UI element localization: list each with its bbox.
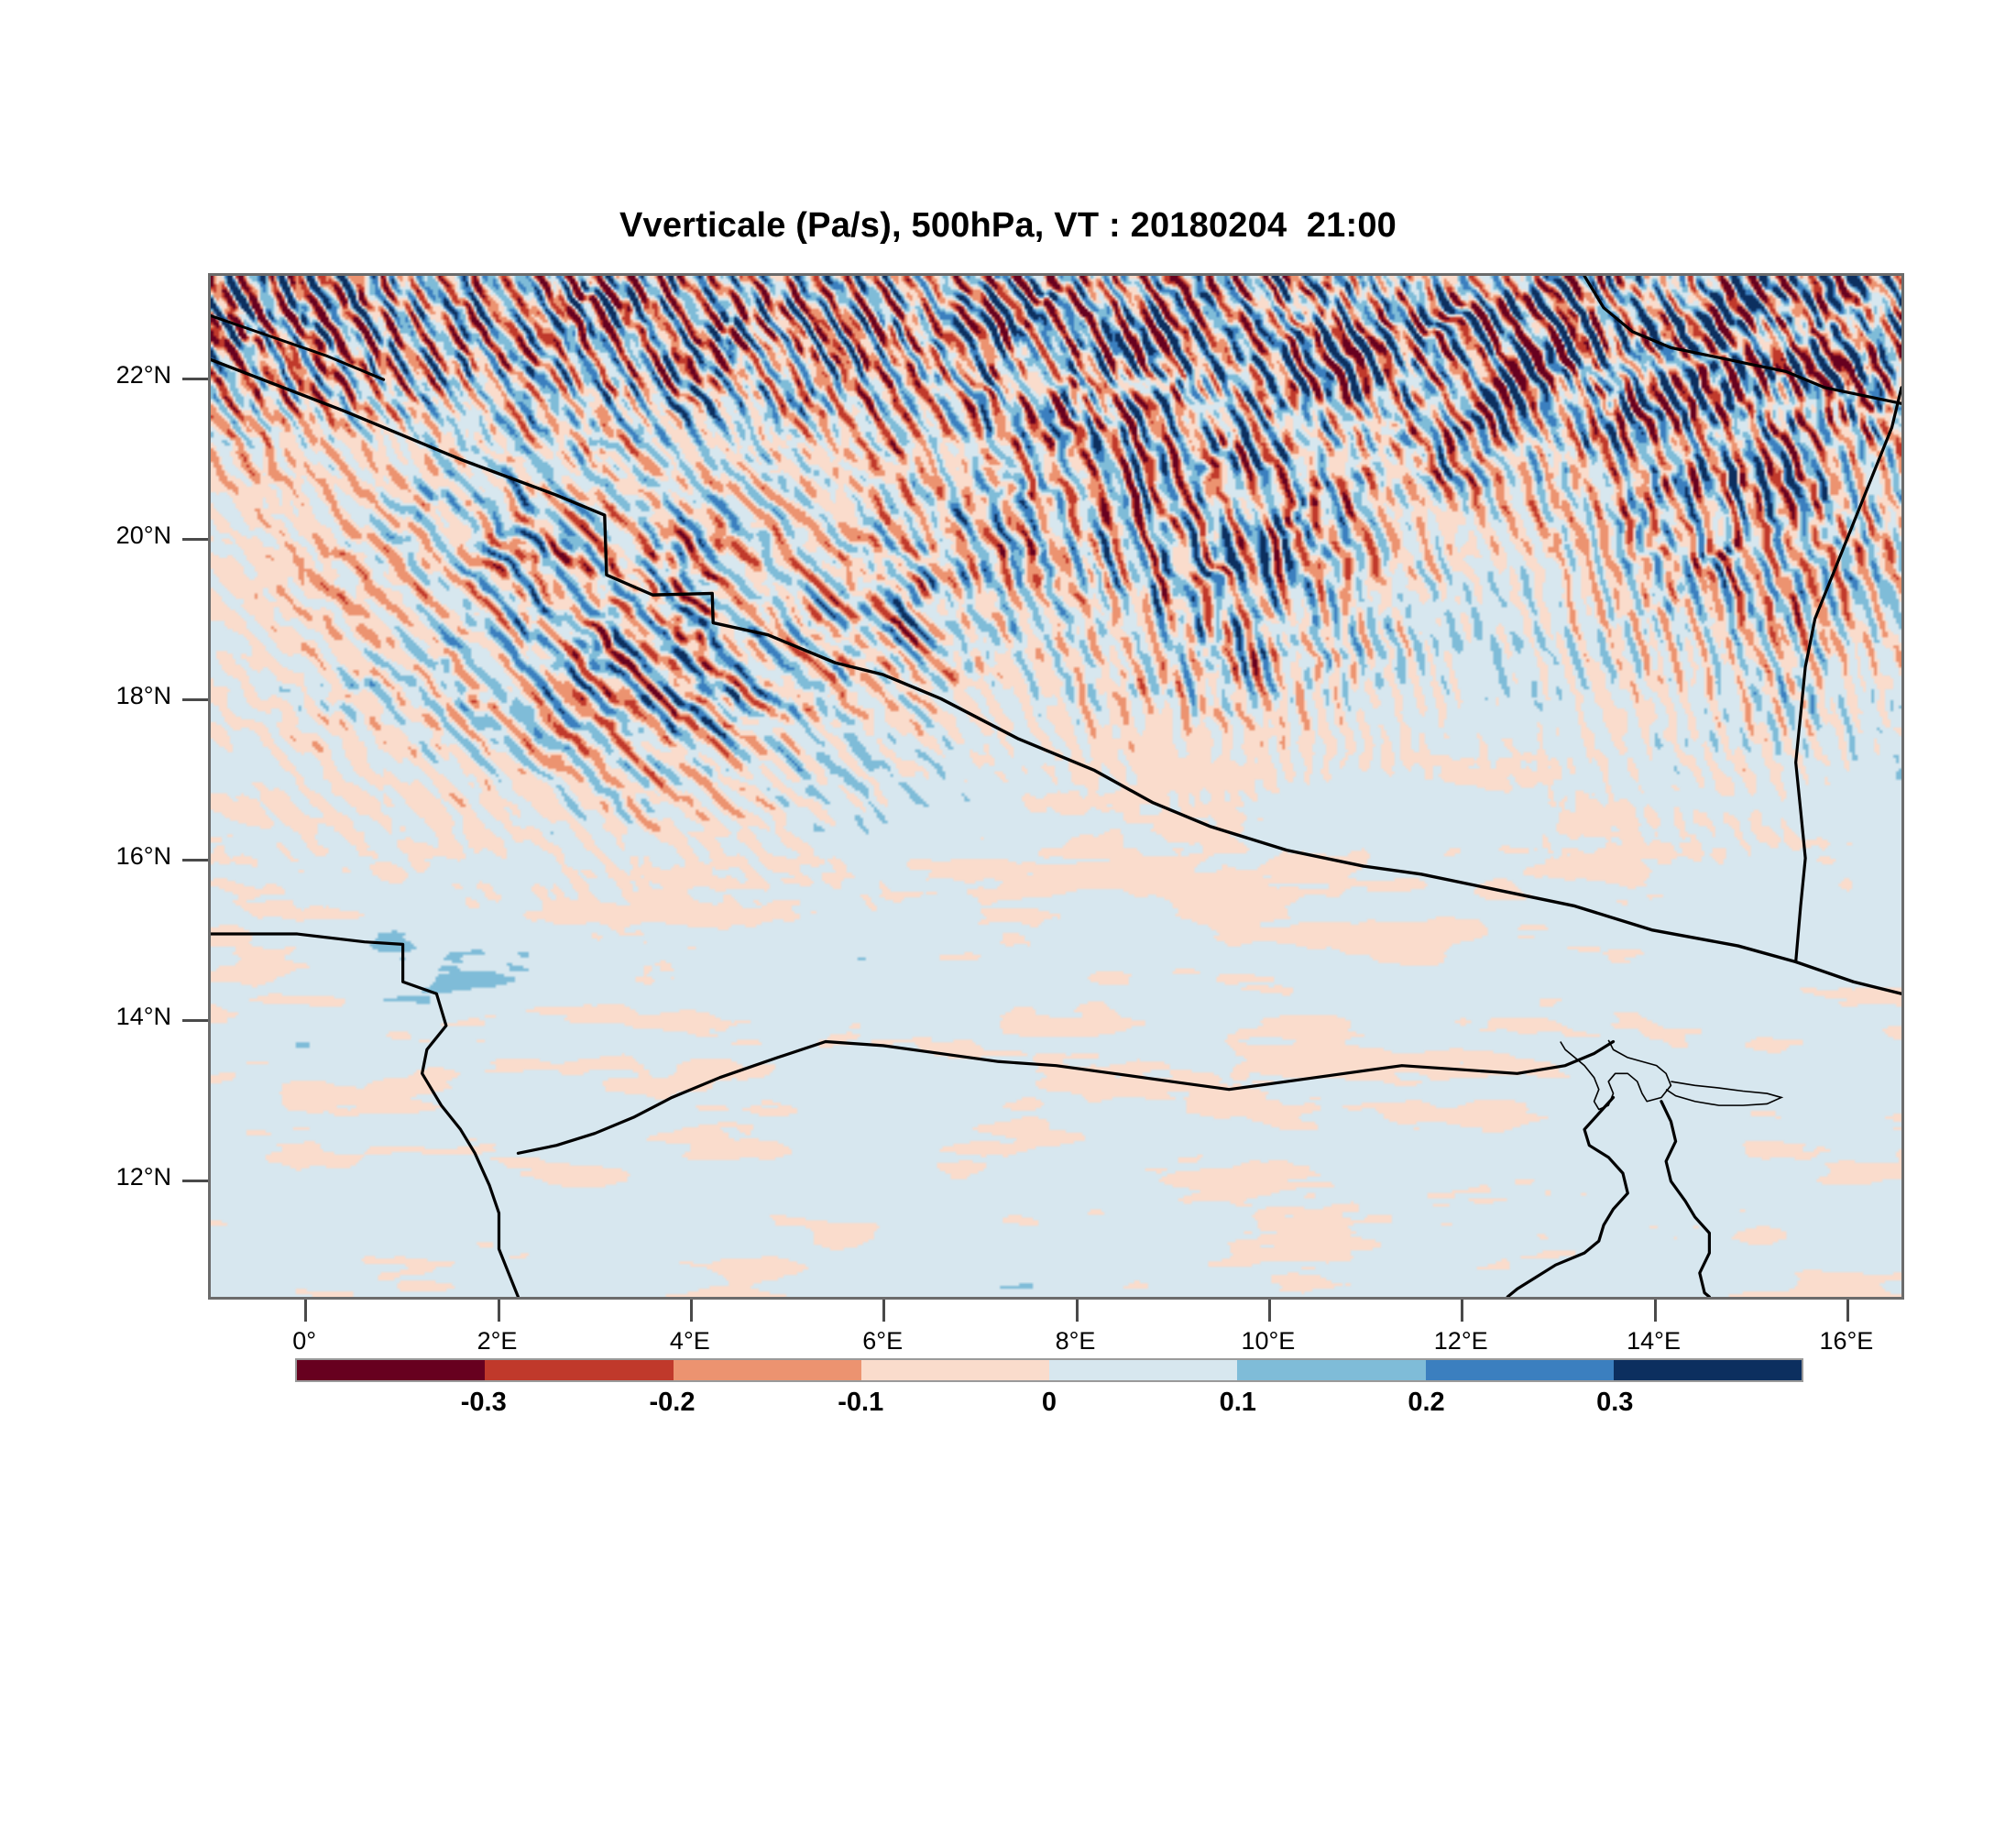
y-axis-tick bbox=[182, 1018, 208, 1022]
colorbar-tick-label: 0.1 bbox=[1219, 1388, 1256, 1417]
colorbar bbox=[295, 1358, 1803, 1382]
x-axis-tick bbox=[882, 1300, 886, 1322]
lake-chad-shoreline bbox=[1560, 1039, 1672, 1111]
colorbar-band bbox=[673, 1360, 861, 1380]
country-borders-overlay bbox=[211, 276, 1901, 1297]
border-line bbox=[1507, 1097, 1627, 1297]
y-axis-tick bbox=[182, 377, 208, 380]
border-line bbox=[211, 316, 384, 380]
y-axis-tick bbox=[182, 537, 208, 541]
lake-chad-spit bbox=[1665, 1081, 1784, 1106]
y-axis-label: 18°N bbox=[115, 681, 171, 709]
border-line bbox=[1661, 1102, 1709, 1297]
y-axis-label: 12°N bbox=[115, 1162, 171, 1191]
x-axis-label: 12°E bbox=[1433, 1327, 1488, 1355]
x-axis-label: 14°E bbox=[1627, 1327, 1681, 1355]
x-axis-tick bbox=[304, 1300, 308, 1322]
y-axis-label: 16°N bbox=[115, 841, 171, 870]
border-line bbox=[518, 1042, 1613, 1154]
x-axis-label: 4°E bbox=[669, 1327, 710, 1355]
x-axis-tick bbox=[497, 1300, 500, 1322]
y-axis-label: 22°N bbox=[115, 360, 171, 389]
x-axis-label: 16°E bbox=[1819, 1327, 1874, 1355]
colorbar-band bbox=[297, 1360, 486, 1380]
x-axis-label: 10°E bbox=[1241, 1327, 1296, 1355]
x-axis-label: 6°E bbox=[862, 1327, 904, 1355]
x-axis-label: 2°E bbox=[477, 1327, 518, 1355]
x-axis-label: 0° bbox=[292, 1327, 317, 1355]
colorbar-tick-label: -0.1 bbox=[838, 1388, 884, 1417]
y-axis-tick bbox=[182, 1179, 208, 1182]
colorbar-tick-label: -0.2 bbox=[649, 1388, 696, 1417]
colorbar-tick-label: 0.2 bbox=[1408, 1388, 1445, 1417]
colorbar-tick-label: -0.3 bbox=[460, 1388, 507, 1417]
x-axis-tick bbox=[1653, 1300, 1657, 1322]
vertical-velocity-field bbox=[211, 276, 1901, 1297]
map-plot-area bbox=[208, 273, 1904, 1300]
chart-title: Vverticale (Pa/s), 500hPa, VT : 20180204… bbox=[619, 206, 1397, 245]
colorbar-band bbox=[860, 1360, 1049, 1380]
x-axis-tick bbox=[1267, 1300, 1271, 1322]
x-axis-tick bbox=[1461, 1300, 1464, 1322]
border-line bbox=[211, 934, 518, 1297]
colorbar-band bbox=[485, 1360, 674, 1380]
colorbar-tick-label: 0 bbox=[1041, 1388, 1057, 1417]
border-line bbox=[211, 359, 1901, 993]
colorbar-band bbox=[1425, 1360, 1614, 1380]
y-axis-label: 14°N bbox=[115, 1002, 171, 1030]
y-axis-tick bbox=[182, 697, 208, 701]
colorbar-band bbox=[1237, 1360, 1426, 1380]
colorbar-band bbox=[1613, 1360, 1802, 1380]
y-axis-tick bbox=[182, 858, 208, 862]
x-axis-tick bbox=[1075, 1300, 1079, 1322]
colorbar-band bbox=[1049, 1360, 1238, 1380]
y-axis-label: 20°N bbox=[115, 521, 171, 549]
x-axis-label: 8°E bbox=[1055, 1327, 1096, 1355]
x-axis-tick bbox=[689, 1300, 693, 1322]
colorbar-tick-label: 0.3 bbox=[1596, 1388, 1634, 1417]
border-line bbox=[1584, 276, 1901, 403]
border-line bbox=[1796, 388, 1901, 962]
x-axis-tick bbox=[1846, 1300, 1849, 1322]
